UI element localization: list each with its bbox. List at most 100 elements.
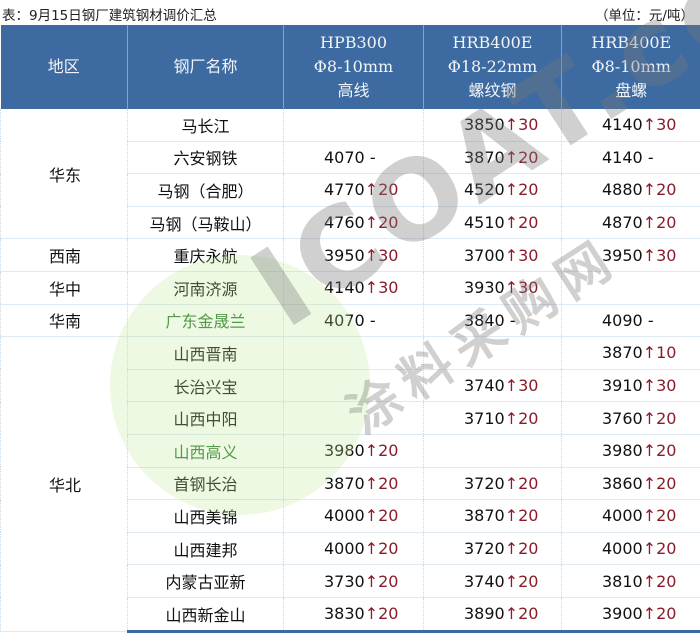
price-cell: 4760↑20 (284, 206, 424, 239)
price-cell: 3720↑20 (424, 467, 562, 500)
price-cell: 4880↑20 (562, 174, 700, 207)
price-value: 4880 (602, 180, 643, 199)
price-cell: 3730↑20 (284, 565, 424, 598)
price-cell: 3950↑30 (284, 239, 424, 272)
price-cell: 3980↑20 (562, 434, 700, 467)
header-line: HPB300 (285, 31, 422, 55)
price-cell: 3870↑20 (424, 141, 562, 174)
price-increase: ↑20 (505, 474, 539, 493)
price-increase: ↑20 (365, 441, 399, 460)
price-cell: 3890↑20 (424, 597, 562, 631)
price-cell: 3710↑20 (424, 402, 562, 435)
price-value: 3720 (464, 539, 505, 558)
price-value: 3830 (324, 604, 365, 623)
mill-name-cell: 首钢长治 (128, 467, 284, 500)
price-cell: 3840 - (424, 304, 562, 337)
price-value: 4000 (324, 539, 365, 558)
price-cell (424, 434, 562, 467)
mill-name-cell: 山西晋南 (128, 337, 284, 370)
header-region: 地区 (1, 25, 128, 109)
price-cell: 3930↑30 (424, 271, 562, 304)
price-cell: 3980↑20 (284, 434, 424, 467)
price-cell: 4090 - (562, 304, 700, 337)
price-cell: 4770↑20 (284, 174, 424, 207)
price-increase: ↑20 (365, 604, 399, 623)
price-cell (284, 109, 424, 141)
price-value: 3870 (602, 343, 643, 362)
price-value: 4070 (324, 311, 365, 330)
price-cell: 3740↑20 (424, 565, 562, 598)
price-increase: ↑30 (643, 246, 677, 265)
price-increase: ↑20 (643, 604, 677, 623)
header-line: Φ8-10mm (285, 55, 422, 79)
price-increase: ↑20 (365, 474, 399, 493)
price-increase: ↑10 (643, 343, 677, 362)
header-line: Φ8-10mm (563, 55, 700, 79)
price-cell (284, 369, 424, 402)
price-cell: 4000↑20 (284, 532, 424, 565)
mill-name-cell: 山西美锦 (128, 500, 284, 533)
table-caption: 表：9月15日钢厂建筑钢材调价汇总 （单位：元/吨） (0, 0, 700, 25)
mill-name-cell: 重庆永航 (128, 239, 284, 272)
price-cell: 4870↑20 (562, 206, 700, 239)
header-mill: 钢厂名称 (128, 25, 284, 109)
price-increase: ↑30 (505, 376, 539, 395)
price-increase: ↑30 (643, 115, 677, 134)
price-increase: ↑20 (643, 474, 677, 493)
price-value: 3730 (324, 572, 365, 591)
price-value: 4870 (602, 213, 643, 232)
header-line: 盘螺 (563, 79, 700, 103)
price-cell: 4520↑20 (424, 174, 562, 207)
price-increase: ↑20 (505, 604, 539, 623)
price-increase: ↑20 (643, 572, 677, 591)
mill-name-cell: 广东金晟兰 (128, 304, 284, 337)
price-increase: ↑20 (365, 539, 399, 558)
price-cell: 3870↑10 (562, 337, 700, 370)
price-increase: ↑20 (505, 148, 539, 167)
price-increase: ↑20 (643, 409, 677, 428)
region-cell: 西南 (1, 239, 128, 272)
price-increase: ↑30 (505, 115, 539, 134)
mill-name-cell: 山西新金山 (128, 597, 284, 631)
price-increase: ↑30 (505, 278, 539, 297)
price-cell: 4510↑20 (424, 206, 562, 239)
price-value: 3870 (464, 506, 505, 525)
price-unchanged: - (510, 311, 516, 330)
price-increase: ↑20 (365, 213, 399, 232)
mill-name-cell: 六安钢铁 (128, 141, 284, 174)
price-value: 3720 (464, 474, 505, 493)
price-value: 3950 (324, 246, 365, 265)
header-line: 螺纹钢 (425, 79, 560, 103)
price-increase: ↑20 (365, 506, 399, 525)
price-value: 3950 (602, 246, 643, 265)
price-unchanged: - (370, 311, 376, 330)
price-cell (284, 402, 424, 435)
price-increase: ↑30 (365, 278, 399, 297)
mill-name-cell: 长治兴宝 (128, 369, 284, 402)
price-cell: 3740↑30 (424, 369, 562, 402)
price-value: 3890 (464, 604, 505, 623)
region-cell: 华北 (1, 337, 128, 631)
price-cell: 4070 - (284, 304, 424, 337)
price-increase: ↑20 (643, 180, 677, 199)
price-increase: ↑20 (505, 506, 539, 525)
price-value: 3860 (602, 474, 643, 493)
price-value: 4000 (602, 506, 643, 525)
price-increase: ↑20 (643, 213, 677, 232)
price-cell: 4140↑30 (562, 109, 700, 141)
price-increase: ↑20 (505, 572, 539, 591)
price-cell: 3720↑20 (424, 532, 562, 565)
price-increase: ↑30 (643, 376, 677, 395)
header-line: 高线 (285, 79, 422, 103)
mill-name-cell: 山西高义 (128, 434, 284, 467)
price-cell: 3900↑20 (562, 597, 700, 631)
price-value: 4140 (602, 115, 643, 134)
price-value: 3810 (602, 572, 643, 591)
